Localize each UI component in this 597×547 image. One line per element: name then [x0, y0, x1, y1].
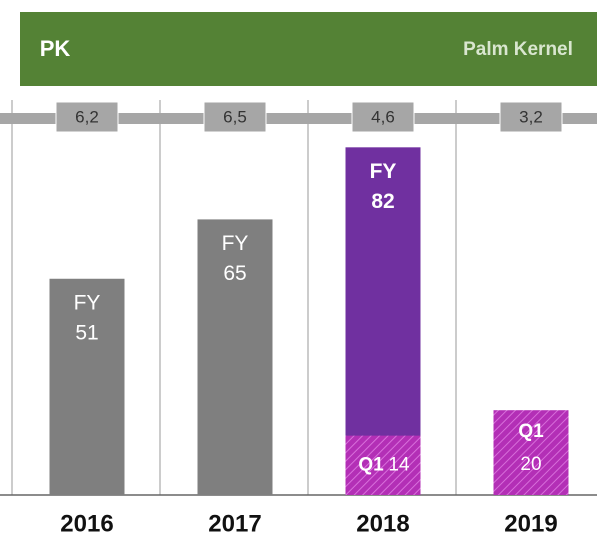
bar-series-label: Q1 [518, 421, 544, 442]
x-tick-label: 2016 [60, 510, 113, 537]
ratio-label: 3,2 [519, 107, 543, 126]
ratio-label: 6,5 [223, 107, 247, 126]
x-tick-label: 2018 [356, 510, 409, 537]
bar-series-label: FY [74, 291, 101, 314]
bar [345, 435, 421, 495]
ratio-label: 4,6 [371, 107, 395, 126]
x-tick-label: 2019 [504, 510, 557, 537]
bar [197, 219, 273, 495]
bar [49, 278, 125, 495]
x-tick-label: 2017 [208, 510, 261, 537]
bar-value-label: 65 [223, 262, 246, 285]
ratio-box [203, 101, 267, 133]
bar [493, 410, 569, 495]
ratio-band [0, 113, 597, 124]
header-bar [20, 12, 597, 86]
bar-series-label: Q1 [358, 455, 384, 476]
ratio-box [55, 101, 119, 133]
dividers [11, 100, 457, 495]
bar-value-label: 82 [371, 190, 394, 213]
ratio-label: 6,2 [75, 107, 99, 126]
bar-value-label: 14 [388, 455, 410, 476]
header-code: PK [40, 36, 71, 61]
bar-value-label: 51 [75, 321, 98, 344]
bar-series-label: FY [370, 160, 397, 183]
ratio-box [351, 101, 415, 133]
bar-value-label: 20 [520, 454, 541, 475]
ratio-box [499, 101, 563, 133]
bar-series-label: FY [222, 232, 249, 255]
header-name: Palm Kernel [463, 39, 573, 60]
